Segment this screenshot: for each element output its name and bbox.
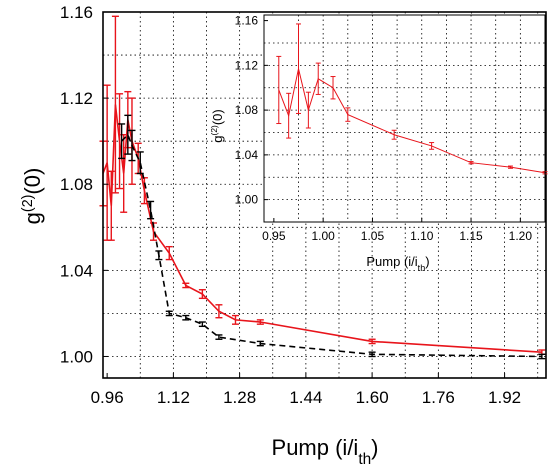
plot-background: [264, 15, 545, 222]
y-tick-label: 1.12: [235, 58, 259, 72]
x-tick-label: 1.12: [157, 388, 190, 407]
x-tick-label: 1.15: [459, 229, 483, 243]
y-axis-title: g(2)(0): [209, 109, 225, 142]
x-tick-label: 1.60: [356, 388, 389, 407]
y-tick-label: 1.16: [60, 3, 93, 22]
y-tick-label: 1.08: [235, 103, 259, 117]
x-tick-label: 1.10: [410, 229, 434, 243]
x-tick-label: 1.20: [509, 229, 533, 243]
y-axis-title: g(2)(0): [20, 168, 45, 225]
series-line-red: [278, 68, 546, 174]
x-tick-label: 1.00: [311, 229, 335, 243]
plot-frame: [263, 14, 546, 223]
y-tick-label: 1.16: [235, 14, 259, 28]
x-tick-label: 1.28: [223, 388, 256, 407]
y-tick-label: 1.00: [235, 193, 259, 207]
x-tick-label: 1.76: [422, 388, 455, 407]
x-tick-label: 1.92: [488, 388, 521, 407]
x-tick-label: 0.96: [91, 388, 124, 407]
y-tick-label: 1.08: [60, 175, 93, 194]
x-tick-label: 1.44: [289, 388, 322, 407]
inset-chart: 0.95 1.00 1.05 1.10 1.15 1.20 1.00 1.04 1.08 1.12…: [209, 14, 548, 273]
x-tick-label: 0.95: [262, 229, 286, 243]
y-tick-label: 1.12: [60, 89, 93, 108]
plot-frame: [102, 11, 547, 379]
x-tick-label: 1.05: [361, 229, 385, 243]
x-axis-title: Pump (i/ith): [366, 254, 429, 273]
y-tick-label: 1.04: [235, 148, 259, 162]
y-tick-label: 1.04: [60, 261, 93, 280]
y-tick-label: 1.00: [60, 347, 93, 366]
x-axis-title: Pump (i/ith): [272, 435, 379, 468]
